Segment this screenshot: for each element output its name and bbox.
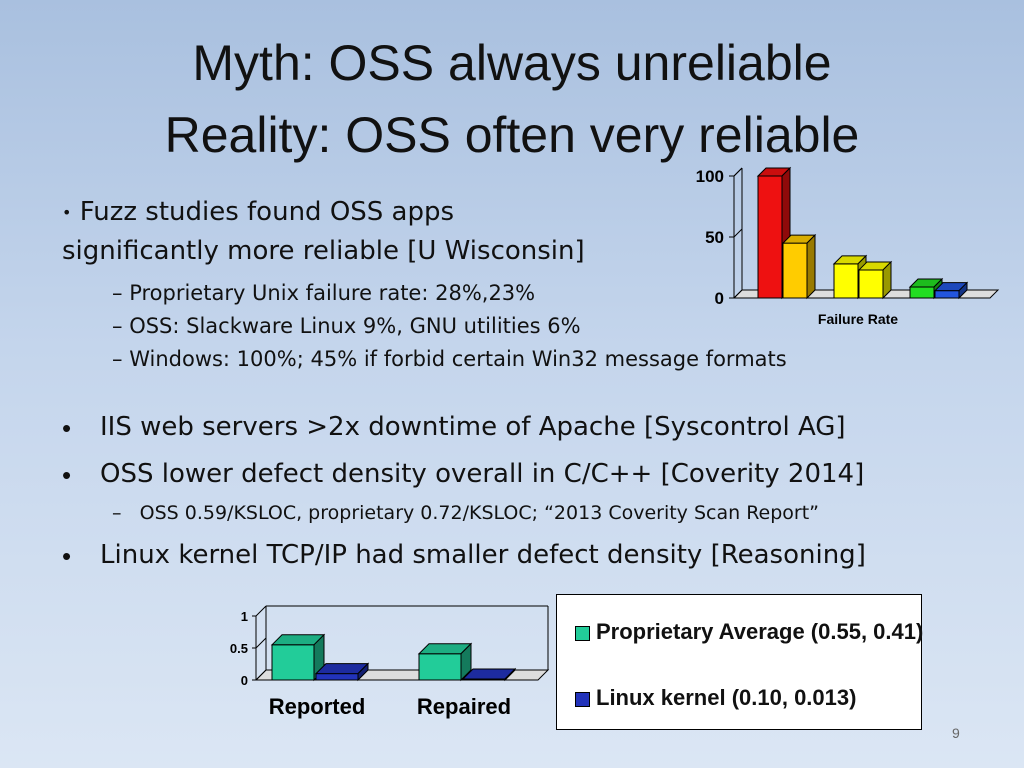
legend-label-proprietary: Proprietary Average (0.55, 0.41) xyxy=(596,619,924,644)
y-tick-diag xyxy=(255,637,267,649)
sub-bullet-oss-slackware: – OSS: Slackware Linux 9%, GNU utilities… xyxy=(112,314,581,338)
bar-side xyxy=(806,233,816,300)
page-number: 9 xyxy=(952,725,960,741)
bar-front xyxy=(271,644,315,681)
bar-side xyxy=(460,642,472,682)
failure-rate-bar xyxy=(908,277,944,300)
bar-side xyxy=(958,281,968,300)
defect-bar-proprietary xyxy=(417,642,473,682)
y-tick-diag xyxy=(733,167,743,177)
bullet-linux-tcpip: Linux kernel TCP/IP had smaller defect d… xyxy=(100,540,866,570)
defect-density-legend: Proprietary Average (0.55, 0.41) Linux k… xyxy=(556,594,923,730)
defect-density-chart: 0 0.5 1 Reported Repaired xyxy=(230,605,550,719)
y-tick-diag xyxy=(733,228,743,238)
slide-title-line2: Reality: OSS often very reliable xyxy=(164,107,860,163)
bullet-defect-density: OSS lower defect density overall in C/C+… xyxy=(100,459,865,489)
bullet-fuzz-studies: • Fuzz studies found OSS apps xyxy=(62,197,454,227)
failure-rate-bar xyxy=(857,260,893,300)
y-tick-label: 0 xyxy=(715,289,724,308)
legend-item-proprietary: Proprietary Average (0.55, 0.41) xyxy=(575,619,923,645)
bar-front xyxy=(782,242,808,299)
bar-front xyxy=(757,175,783,299)
y-tick-label: 100 xyxy=(696,167,724,186)
legend-swatch-linux xyxy=(575,691,590,707)
bar-front xyxy=(833,263,859,299)
x-category-label: Repaired xyxy=(417,694,511,719)
bullet-marker: • xyxy=(62,203,72,222)
y-tick-label: 50 xyxy=(705,228,724,247)
failure-rate-bar xyxy=(933,281,969,300)
bar-front xyxy=(909,286,935,299)
sub-bullet-text: Windows: 100%; 45% if forbid certain Win… xyxy=(129,347,787,371)
sub-bullet-windows: – Windows: 100%; 45% if forbid certain W… xyxy=(112,347,787,371)
sub-bullet-text: Proprietary Unix failure rate: 28%,23% xyxy=(129,281,536,305)
bar-side xyxy=(504,667,516,682)
defect-bar-linux xyxy=(461,667,517,682)
slide-title-line1: Myth: OSS always unreliable xyxy=(192,35,832,91)
bullet-marker: • xyxy=(62,413,72,443)
bullet-fuzz-studies-line2: significantly more reliable [U Wisconsin… xyxy=(62,236,585,266)
bar-front xyxy=(315,673,359,681)
y-tick-label: 0 xyxy=(241,673,248,688)
bar-side xyxy=(357,662,369,682)
sub-bullet-text: OSS: Slackware Linux 9%, GNU utilities 6… xyxy=(129,314,581,338)
bar-front xyxy=(418,653,462,681)
x-category-label: Reported xyxy=(269,694,366,719)
bar-side xyxy=(882,260,892,300)
sub-bullet-proprietary-unix: – Proprietary Unix failure rate: 28%,23% xyxy=(112,281,536,305)
bar-front xyxy=(858,269,884,299)
bullet-iis-downtime: IIS web servers >2x downtime of Apache [… xyxy=(100,412,846,442)
y-tick-diag xyxy=(255,605,267,617)
bullet-text: Fuzz studies found OSS apps xyxy=(79,197,455,227)
bar-front xyxy=(934,290,960,299)
failure-rate-chart: 0 50 100 Failure Rate xyxy=(696,166,1000,327)
y-tick-diag xyxy=(255,669,267,681)
bullet-marker: • xyxy=(62,541,72,571)
bullet-marker: • xyxy=(62,460,72,490)
failure-rate-bar xyxy=(781,233,817,300)
x-axis-label: Failure Rate xyxy=(818,311,898,327)
y-tick-label: 1 xyxy=(241,609,248,624)
legend-item-linux: Linux kernel (0.10, 0.013) xyxy=(575,685,856,711)
y-tick-diag xyxy=(733,289,743,299)
sub-bullet-coverity: – OSS 0.59/KSLOC, proprietary 0.72/KSLOC… xyxy=(112,502,820,524)
legend-label-linux: Linux kernel (0.10, 0.013) xyxy=(596,685,857,710)
legend-swatch-proprietary xyxy=(575,625,590,641)
sub-bullet-text: OSS 0.59/KSLOC, proprietary 0.72/KSLOC; … xyxy=(139,502,820,524)
y-tick-label: 0.5 xyxy=(230,641,248,656)
defect-bar-linux xyxy=(314,662,370,682)
